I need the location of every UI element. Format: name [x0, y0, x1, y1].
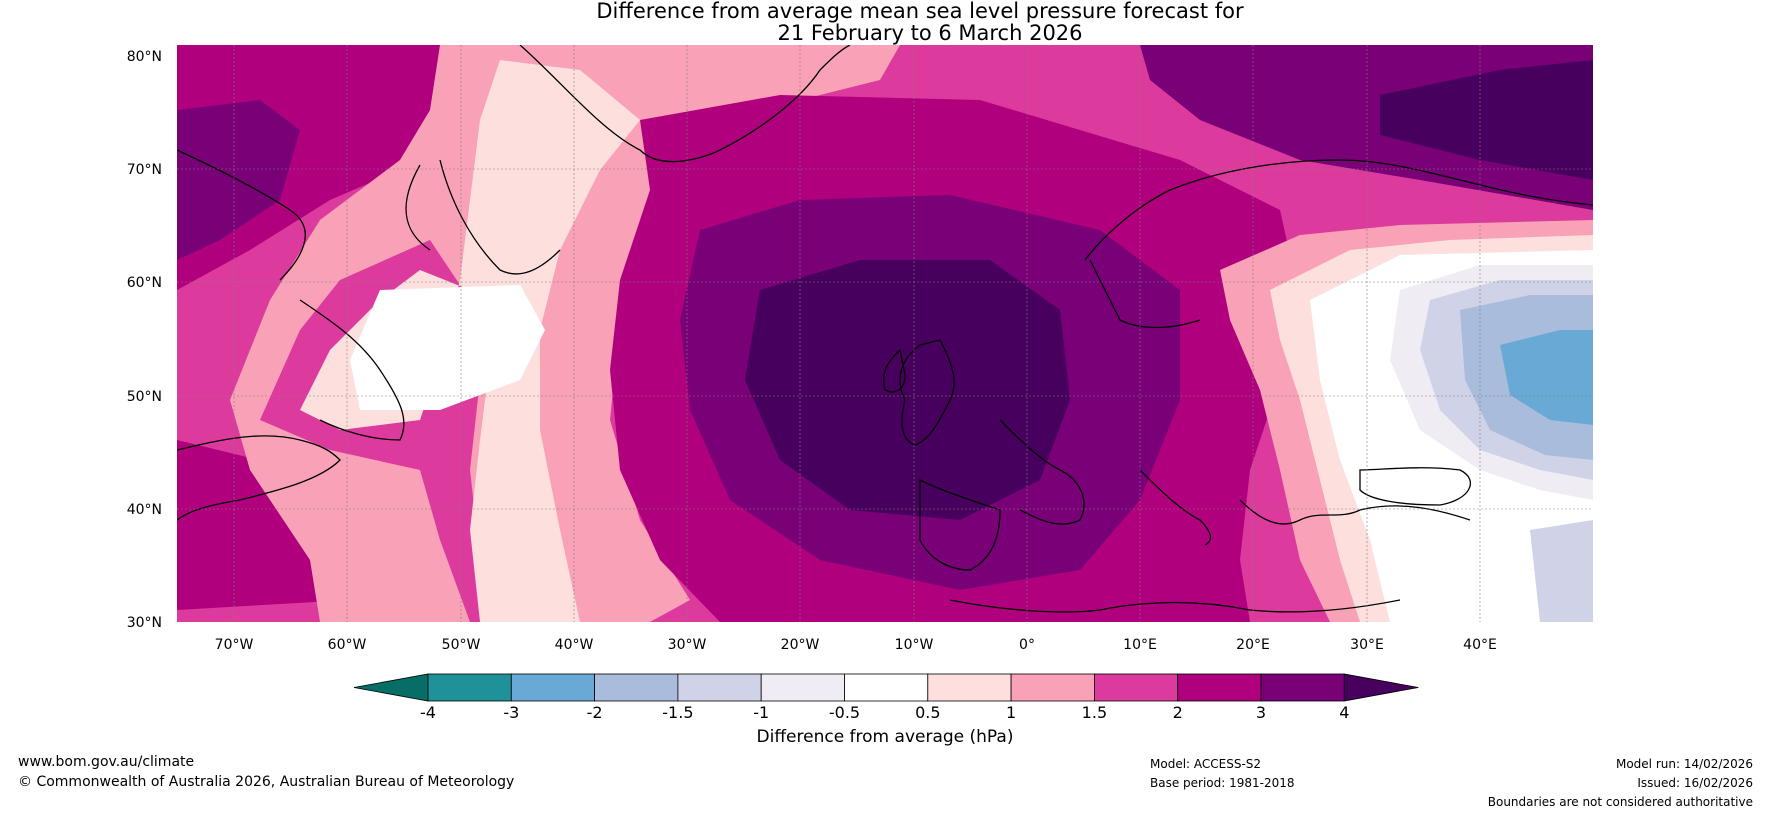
colorbar-tick-label: -0.5	[829, 703, 860, 722]
anomaly-band-neutral-labrador	[350, 285, 545, 410]
colorbar-extend-low	[353, 673, 429, 702]
anomaly-band-above-4	[745, 260, 1070, 520]
colorbar-segment	[677, 673, 762, 702]
great-britain-coast	[899, 339, 955, 446]
anomaly-band-arctic-above-4	[1380, 60, 1593, 180]
ireland-coast	[883, 348, 906, 393]
colorbar-tick-label: 4	[1339, 703, 1349, 722]
balkans-black-sea-coast	[1239, 499, 1471, 525]
model-run-date: Model run: 14/02/2026	[1615, 757, 1753, 771]
black-sea-coast	[1359, 467, 1472, 506]
lon-label: 40°E	[1463, 637, 1497, 653]
colorbar-tick-label: -1.5	[662, 703, 693, 722]
colorbar-tick-label: 2	[1173, 703, 1183, 722]
colorbar-tick-label: 3	[1256, 703, 1266, 722]
italy-coast	[1139, 469, 1212, 546]
colorbar-tick-label: -2	[587, 703, 603, 722]
colorbar-segment	[844, 673, 929, 702]
colorbar-segment	[927, 673, 1012, 702]
issued-date: Issued: 16/02/2026	[1637, 776, 1753, 790]
colorbar-segment	[1177, 673, 1262, 702]
colorbar-tick-label: 0.5	[915, 703, 940, 722]
coastlines	[177, 45, 1593, 613]
colorbar-tick-label: 1	[1006, 703, 1016, 722]
norway-south-coast	[1089, 259, 1201, 329]
colorbar-tick-label: -3	[503, 703, 519, 722]
colorbar-segment	[427, 673, 512, 702]
lon-label: 10°E	[1123, 637, 1157, 653]
disclaimer: Boundaries are not considered authoritat…	[1487, 795, 1753, 809]
map-title-line1: Difference from average mean sea level p…	[596, 0, 1244, 23]
lat-label: 80°N	[127, 49, 162, 65]
base-period: Base period: 1981-2018	[1150, 776, 1295, 790]
baffin-coast	[177, 149, 306, 281]
colorbar-segment	[1260, 673, 1345, 702]
north-africa-coast	[949, 599, 1401, 613]
copyright: © Commonwealth of Australia 2026, Austra…	[18, 774, 515, 790]
labrador-coast	[299, 299, 405, 441]
lon-label: 50°W	[442, 637, 481, 653]
colorbar-segment	[510, 673, 595, 702]
lon-label: 20°W	[781, 637, 820, 653]
anomaly-band-0.5-1	[300, 60, 640, 622]
greenland-south-coast	[439, 159, 561, 275]
lon-label: 70°W	[215, 637, 254, 653]
lon-label: 40°W	[555, 637, 594, 653]
iberia-coast	[919, 478, 1001, 571]
lon-label: 20°E	[1236, 637, 1270, 653]
north-america-east-coast	[177, 435, 341, 521]
model-name: Model: ACCESS-S2	[1150, 757, 1262, 771]
lon-label: 10°W	[895, 637, 934, 653]
website-link[interactable]: www.bom.gov.au/climate	[18, 754, 195, 770]
greenland-west-coast	[405, 164, 431, 251]
colorbar-tick-label: -4	[420, 703, 436, 722]
greenland-east-coast	[519, 45, 851, 163]
map-title-line2: 21 February to 6 March 2026	[777, 21, 1083, 45]
colorbar	[353, 673, 1419, 702]
colorbar-tick-label: -1	[753, 703, 769, 722]
colorbar-segment	[1010, 673, 1095, 702]
lon-label: 30°W	[668, 637, 707, 653]
lat-label: 60°N	[127, 275, 162, 291]
colorbar-segment	[1094, 673, 1179, 702]
colorbar-tick-label: 1.5	[1082, 703, 1107, 722]
longitude-labels: 70°W 60°W 50°W 40°W 30°W 20°W 10°W 0° 10…	[215, 637, 1497, 653]
anomaly-field	[177, 45, 1593, 622]
lon-label: 60°W	[328, 637, 367, 653]
anomaly-band-east-minus-2	[1500, 330, 1593, 425]
lat-label: 30°N	[127, 615, 162, 631]
france-coast	[999, 419, 1085, 525]
colorbar-label-text: Difference from average (hPa)	[756, 727, 1014, 747]
anomaly-band-southeast-minus-1	[1530, 520, 1593, 622]
lat-label: 40°N	[127, 502, 162, 518]
colorbar-extend-high	[1343, 673, 1419, 702]
lat-label: 70°N	[127, 162, 162, 178]
lon-label: 30°E	[1350, 637, 1384, 653]
latitude-labels: 80°N 70°N 60°N 50°N 40°N 30°N	[127, 49, 162, 631]
graticule	[177, 45, 1593, 622]
colorbar-segment	[594, 673, 679, 702]
scandinavia-coast	[1084, 159, 1593, 261]
colorbar-label: Difference from average (hPa)	[0, 727, 1770, 747]
anomaly-band-1-1.5	[230, 45, 900, 622]
lat-label: 50°N	[127, 389, 162, 405]
colorbar-segment	[760, 673, 845, 702]
colorbar-tick-labels: -4 -3 -2 -1.5 -1 -0.5 0.5 1 1.5 2 3 4	[420, 703, 1349, 722]
lon-label: 0°	[1019, 637, 1035, 653]
